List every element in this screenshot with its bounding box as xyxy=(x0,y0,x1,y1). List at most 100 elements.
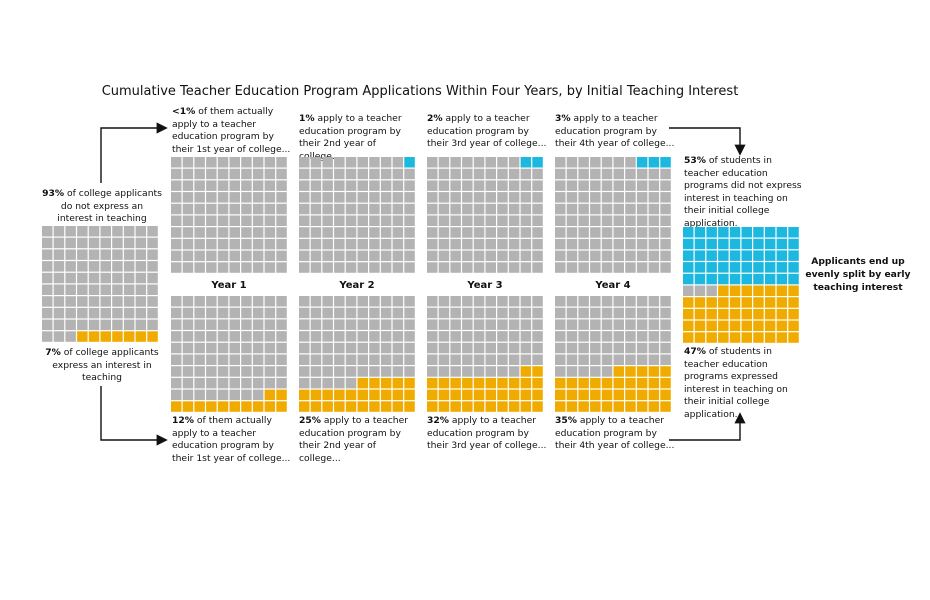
waffle-bottom-year4-cell xyxy=(648,296,660,307)
waffle-top-year3-cell xyxy=(438,215,450,226)
waffle-top-year2-cell xyxy=(392,238,404,250)
waffle-bottom-year4-cell xyxy=(660,366,671,377)
waffle-bottom-year4-cell xyxy=(648,389,660,401)
waffle-top-year4-cell xyxy=(648,168,660,180)
waffle-top-year1-cell xyxy=(264,262,276,273)
waffle-top-year4-cell xyxy=(613,168,624,180)
waffle-bottom-year3-cell xyxy=(427,331,438,342)
waffle-bottom-year2-cell xyxy=(357,377,368,389)
waffle-bottom-year3-cell xyxy=(438,331,450,342)
waffle-bottom-year3-cell xyxy=(508,307,520,319)
waffle-bottom-year4-cell xyxy=(636,377,648,389)
waffle-top-year2-cell xyxy=(310,262,322,273)
waffle-bottom-year2-cell xyxy=(310,366,322,377)
conclusion-text: Applicants end up evenly split by early … xyxy=(805,256,911,293)
waffle-bottom-year2-cell xyxy=(310,354,322,365)
waffle-final-cell xyxy=(706,320,717,332)
waffle-initial-cell xyxy=(53,272,65,284)
waffle-bottom-year3-cell xyxy=(438,377,450,389)
waffle-top-year3-cell xyxy=(450,168,461,180)
waffle-top-year4-cell xyxy=(660,168,671,180)
bottom-note-year4-pct: 35% xyxy=(555,415,577,426)
waffle-top-year1-cell xyxy=(241,262,252,273)
waffle-top-year4-cell xyxy=(636,238,648,250)
waffle-top-year2-cell xyxy=(357,250,368,262)
waffle-top-year1-cell xyxy=(217,262,229,273)
waffle-top-year1-cell xyxy=(264,192,276,203)
waffle-top-year1-cell xyxy=(229,238,240,250)
waffle-bottom-year3-cell xyxy=(473,342,485,354)
waffle-top-year2-cell xyxy=(357,262,368,273)
waffle-top-year1-cell xyxy=(217,168,229,180)
waffle-top-year1-cell xyxy=(276,250,287,262)
waffle-top-year2-cell xyxy=(357,227,368,238)
waffle-top-year4-cell xyxy=(601,168,613,180)
waffle-top-year4-cell xyxy=(636,168,648,180)
waffle-top-year1-cell xyxy=(171,180,182,191)
waffle-bottom-year2-cell xyxy=(322,377,333,389)
waffle-bottom-year1-cell xyxy=(217,331,229,342)
waffle-top-year2-cell xyxy=(345,203,357,215)
waffle-top-year2-cell xyxy=(380,168,392,180)
waffle-bottom-year2-cell xyxy=(404,366,415,377)
waffle-bottom-year2-cell xyxy=(310,377,322,389)
waffle-final-cell xyxy=(776,238,788,250)
waffle-final-cell xyxy=(706,332,717,343)
waffle-top-year2-cell xyxy=(380,157,392,168)
waffle-top-year4-cell xyxy=(648,192,660,203)
waffle-initial-cell xyxy=(100,319,111,331)
waffle-bottom-year3-cell xyxy=(462,366,473,377)
waffle-final-cell xyxy=(741,297,752,308)
waffle-top-year2-cell xyxy=(322,192,333,203)
waffle-final-cell xyxy=(718,262,729,273)
waffle-bottom-year2-cell xyxy=(345,319,357,330)
waffle-top-year4-cell xyxy=(660,203,671,215)
waffle-bottom-year4-cell xyxy=(636,401,648,412)
waffle-initial-cell xyxy=(42,284,53,295)
waffle-bottom-year3-cell xyxy=(520,331,532,342)
waffle-final-cell xyxy=(694,262,706,273)
waffle-top-year1-cell xyxy=(206,262,217,273)
bottom-note-year3: 32% apply to a teacher education program… xyxy=(427,415,547,453)
waffle-top-year3-cell xyxy=(427,262,438,273)
waffle-bottom-year1-cell xyxy=(194,401,205,412)
waffle-bottom-year3-cell xyxy=(497,319,508,330)
waffle-top-year3-cell xyxy=(497,227,508,238)
initial-no-interest-note: 93% of college applicants do not express… xyxy=(42,188,162,226)
waffle-top-year2-cell xyxy=(345,157,357,168)
waffle-top-year1-cell xyxy=(171,168,182,180)
waffle-top-year3-cell xyxy=(450,157,461,168)
waffle-bottom-year2-cell xyxy=(357,296,368,307)
waffle-bottom-year1-cell xyxy=(264,319,276,330)
waffle-bottom-year3-cell xyxy=(450,366,461,377)
waffle-top-year4-cell xyxy=(555,215,566,226)
waffle-top-year1-cell xyxy=(194,203,205,215)
waffle-top-year2-cell xyxy=(380,215,392,226)
waffle-top-year2-cell xyxy=(380,262,392,273)
waffle-initial-cell xyxy=(112,272,123,284)
waffle-top-year2-cell xyxy=(299,180,310,191)
waffle-bottom-year4-cell xyxy=(555,307,566,319)
waffle-top-year2-cell xyxy=(369,215,380,226)
waffle-bottom-year3-cell xyxy=(532,319,543,330)
waffle-bottom-year2-cell xyxy=(322,354,333,365)
waffle-initial-cell xyxy=(123,284,135,295)
waffle-bottom-year2-cell xyxy=(392,377,404,389)
waffle-final-cell xyxy=(776,332,788,343)
waffle-bottom-year4-cell xyxy=(660,389,671,401)
waffle-bottom-year1-cell xyxy=(194,307,205,319)
waffle-bottom-year1-cell xyxy=(276,366,287,377)
waffle-final-cell xyxy=(718,320,729,332)
waffle-top-year1-cell xyxy=(229,215,240,226)
waffle-bottom-year1-cell xyxy=(229,342,240,354)
waffle-bottom-year4-cell xyxy=(636,366,648,377)
waffle-bottom-year4-cell xyxy=(601,342,613,354)
waffle-top-year2-cell xyxy=(345,227,357,238)
waffle-top-year4-cell xyxy=(578,203,589,215)
waffle-top-year1-cell xyxy=(194,227,205,238)
waffle-bottom-year4-cell xyxy=(578,377,589,389)
waffle-top-year4-cell xyxy=(555,227,566,238)
waffle-final-cell xyxy=(694,320,706,332)
waffle-bottom-year1-cell xyxy=(241,319,252,330)
waffle-bottom-year4-cell xyxy=(601,296,613,307)
